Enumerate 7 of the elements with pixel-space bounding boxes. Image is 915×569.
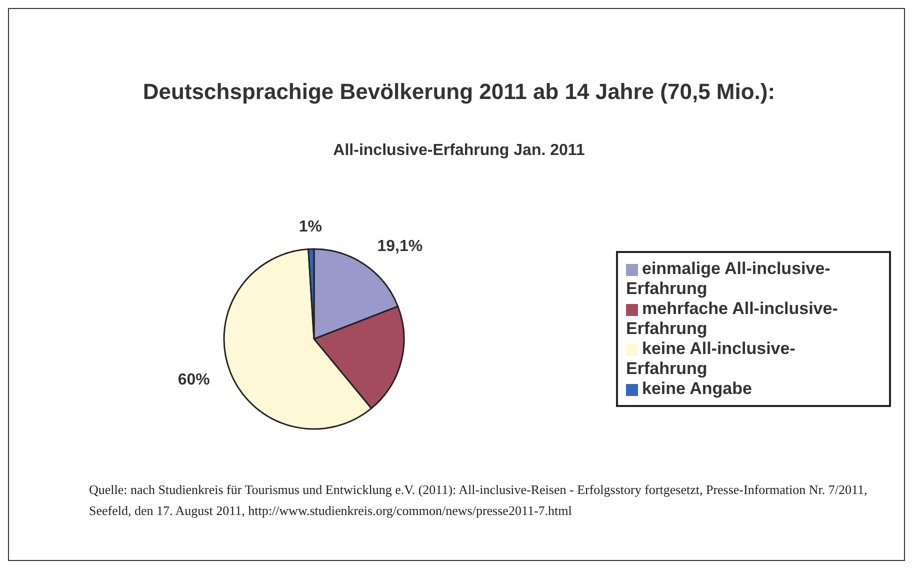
legend-label: keine Angabe (642, 379, 752, 398)
data-label: 1% (298, 218, 322, 236)
chart-subtitle: All-inclusive-Erfahrung Jan. 2011 (332, 142, 586, 160)
data-label: 60% (178, 372, 210, 389)
source-note: Quelle: nach Studienkreis für Tourismus und Entwicklung e.V. (2011): All-inclusive-Reisen - Erfolgsstory fortgesetzt, Presse-Information Nr. 7/2011, Seefeld, den 17. August 2011, http://www.studienkreis.org/common/news/presse2011-7.html (89, 481, 868, 520)
data-label: 19,1% (377, 238, 423, 256)
chart-title: Deutschsprachige Bevölkerung 2011 ab 14 Jahre (70,5 Mio.): (142, 79, 776, 105)
